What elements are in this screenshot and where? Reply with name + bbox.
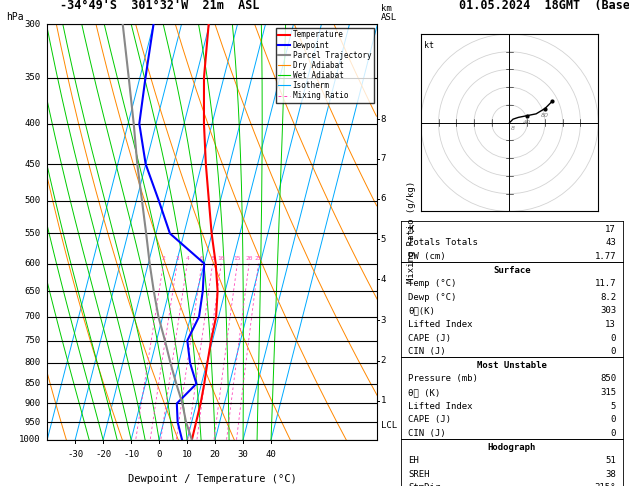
Text: 600: 600 <box>25 259 40 268</box>
Text: 850: 850 <box>600 375 616 383</box>
Text: LCL: LCL <box>381 421 397 430</box>
Text: SREH: SREH <box>408 470 430 479</box>
Text: Hodograph: Hodograph <box>488 443 536 451</box>
Text: 40: 40 <box>523 120 532 125</box>
Text: 1.77: 1.77 <box>594 252 616 261</box>
Text: -34°49'S  301°32'W  21m  ASL: -34°49'S 301°32'W 21m ASL <box>60 0 259 12</box>
Text: 850: 850 <box>25 379 40 388</box>
Text: 3: 3 <box>381 316 386 325</box>
Text: 750: 750 <box>25 336 40 345</box>
Text: 43: 43 <box>605 239 616 247</box>
Text: 900: 900 <box>25 399 40 408</box>
Text: Totals Totals: Totals Totals <box>408 239 478 247</box>
Text: 25: 25 <box>255 257 262 261</box>
Text: 2: 2 <box>162 257 165 261</box>
Text: K: K <box>408 225 413 234</box>
Text: CAPE (J): CAPE (J) <box>408 416 451 424</box>
Text: 950: 950 <box>25 417 40 427</box>
Text: 80: 80 <box>541 113 549 118</box>
Text: 4: 4 <box>381 275 386 284</box>
Text: 51: 51 <box>605 456 616 465</box>
Text: PW (cm): PW (cm) <box>408 252 445 261</box>
Text: CAPE (J): CAPE (J) <box>408 334 451 343</box>
Text: 3: 3 <box>175 257 179 261</box>
Text: StmDir: StmDir <box>408 484 440 486</box>
Text: 1000: 1000 <box>19 435 40 444</box>
Text: 7: 7 <box>381 155 386 163</box>
Text: Dewpoint / Temperature (°C): Dewpoint / Temperature (°C) <box>128 474 297 484</box>
Text: 650: 650 <box>25 287 40 295</box>
Text: 0: 0 <box>611 416 616 424</box>
Text: Lifted Index: Lifted Index <box>408 402 472 411</box>
Text: 38: 38 <box>605 470 616 479</box>
Text: 550: 550 <box>25 229 40 238</box>
Text: 700: 700 <box>25 312 40 321</box>
Legend: Temperature, Dewpoint, Parcel Trajectory, Dry Adiabat, Wet Adiabat, Isotherm, Mi: Temperature, Dewpoint, Parcel Trajectory… <box>276 28 374 103</box>
Text: 5: 5 <box>381 235 386 243</box>
Text: 0: 0 <box>157 450 162 459</box>
Text: hPa: hPa <box>6 12 24 22</box>
Text: CIN (J): CIN (J) <box>408 429 445 438</box>
Text: 1: 1 <box>381 396 386 405</box>
Text: 8.2: 8.2 <box>600 293 616 302</box>
Text: 300: 300 <box>25 20 40 29</box>
Text: -30: -30 <box>67 450 83 459</box>
Text: -10: -10 <box>123 450 139 459</box>
Text: 10: 10 <box>182 450 192 459</box>
Text: CIN (J): CIN (J) <box>408 347 445 356</box>
Text: Surface: Surface <box>493 266 531 275</box>
Text: Most Unstable: Most Unstable <box>477 361 547 370</box>
Text: 01.05.2024  18GMT  (Base: 18): 01.05.2024 18GMT (Base: 18) <box>459 0 629 12</box>
Text: 20: 20 <box>245 257 253 261</box>
Text: 30: 30 <box>238 450 248 459</box>
Text: EH: EH <box>408 456 419 465</box>
Text: 20: 20 <box>209 450 220 459</box>
Text: 400: 400 <box>25 119 40 128</box>
Text: Temp (°C): Temp (°C) <box>408 279 456 288</box>
Text: 8: 8 <box>381 115 386 124</box>
Text: 6: 6 <box>200 257 204 261</box>
Text: 315°: 315° <box>594 484 616 486</box>
Text: θᴄ (K): θᴄ (K) <box>408 388 440 397</box>
Text: Mixing Ratio (g/kg): Mixing Ratio (g/kg) <box>408 181 416 283</box>
Text: 4: 4 <box>186 257 189 261</box>
Text: 350: 350 <box>25 73 40 82</box>
Text: 8: 8 <box>511 125 515 131</box>
Text: 5: 5 <box>611 402 616 411</box>
Text: 0: 0 <box>611 347 616 356</box>
Text: Dewp (°C): Dewp (°C) <box>408 293 456 302</box>
Text: θᴄ(K): θᴄ(K) <box>408 307 435 315</box>
Text: 800: 800 <box>25 358 40 367</box>
Text: 8: 8 <box>211 257 214 261</box>
Text: 17: 17 <box>605 225 616 234</box>
Text: Pressure (mb): Pressure (mb) <box>408 375 478 383</box>
Text: 10: 10 <box>218 257 225 261</box>
Text: 303: 303 <box>600 307 616 315</box>
Text: 0: 0 <box>611 429 616 438</box>
Text: kt: kt <box>425 41 435 50</box>
Text: km
ASL: km ASL <box>381 4 397 22</box>
Text: 315: 315 <box>600 388 616 397</box>
Text: -20: -20 <box>95 450 111 459</box>
Text: Lifted Index: Lifted Index <box>408 320 472 329</box>
Text: 40: 40 <box>265 450 276 459</box>
Text: 15: 15 <box>233 257 241 261</box>
Text: 2: 2 <box>381 356 386 365</box>
Text: 6: 6 <box>381 194 386 203</box>
Text: 500: 500 <box>25 196 40 205</box>
Text: 11.7: 11.7 <box>594 279 616 288</box>
Text: 450: 450 <box>25 160 40 169</box>
Text: 13: 13 <box>605 320 616 329</box>
Text: 0: 0 <box>611 334 616 343</box>
